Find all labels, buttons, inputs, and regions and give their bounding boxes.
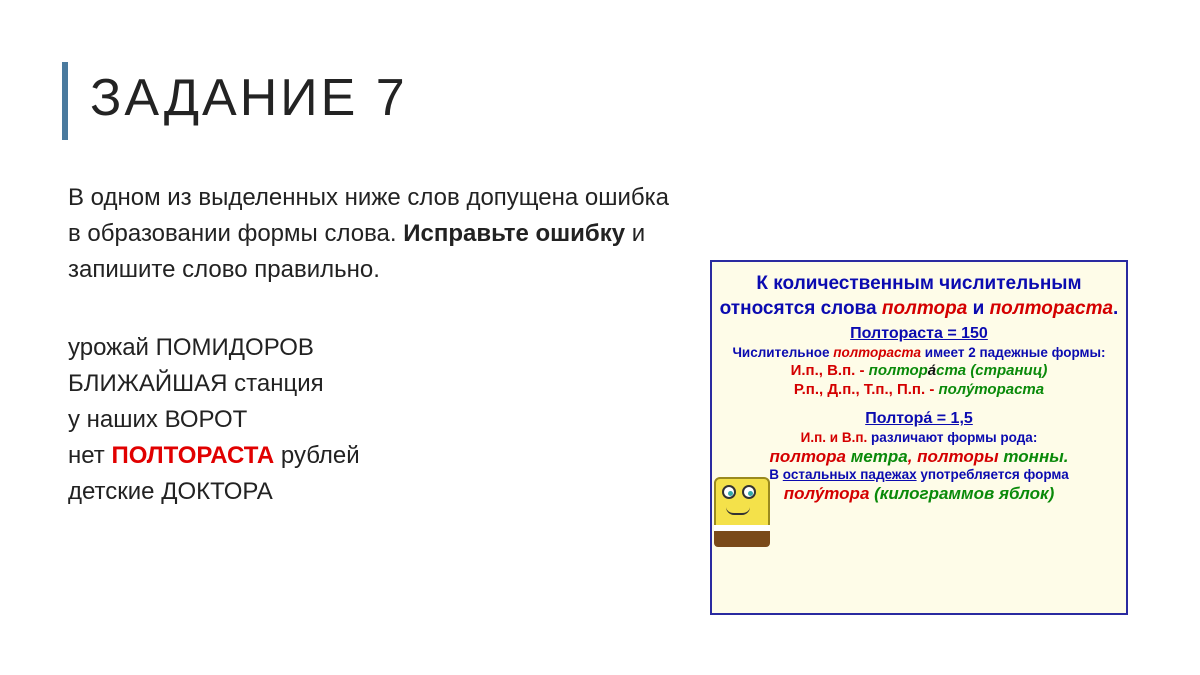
- option-3: у наших ВОРОТ: [68, 402, 360, 438]
- infobox-sub2: Полтора́ = 1,5: [718, 410, 1120, 428]
- task-text: В одном из выделенных ниже слов допущена…: [68, 180, 688, 288]
- infobox-case1: И.п., В.п. - полтора́ста (страниц): [718, 362, 1120, 379]
- options-list: урожай ПОМИДОРОВ БЛИЖАЙШАЯ станция у наш…: [68, 330, 360, 510]
- option-4: нет ПОЛТОРАСТА рублей: [68, 438, 360, 474]
- accent-bar: [62, 62, 68, 140]
- infobox-sub1: Полтораста = 150: [718, 325, 1120, 343]
- infobox-line3: И.п. и В.п. различают формы рода:: [718, 430, 1120, 445]
- option-1: урожай ПОМИДОРОВ: [68, 330, 360, 366]
- infobox-line-small: Числительное полтораста имеет 2 падежные…: [718, 345, 1120, 360]
- task-bold: Исправьте ошибку: [403, 220, 625, 247]
- info-box: К количественным числительным относятся …: [710, 260, 1128, 615]
- infobox-header: К количественным числительным относятся …: [718, 272, 1120, 321]
- infobox-case2: Р.п., Д.п., Т.п., П.п. - полу́тораста: [718, 381, 1120, 398]
- option-2: БЛИЖАЙШАЯ станция: [68, 366, 360, 402]
- page-title: ЗАДАНИЕ 7: [90, 68, 408, 128]
- spongebob-icon: [702, 473, 782, 563]
- infobox-poly1: полтора метра, полторы тонны.: [718, 447, 1120, 467]
- highlighted-answer: ПОЛТОРАСТА: [111, 442, 274, 469]
- option-5: детские ДОКТОРА: [68, 474, 360, 510]
